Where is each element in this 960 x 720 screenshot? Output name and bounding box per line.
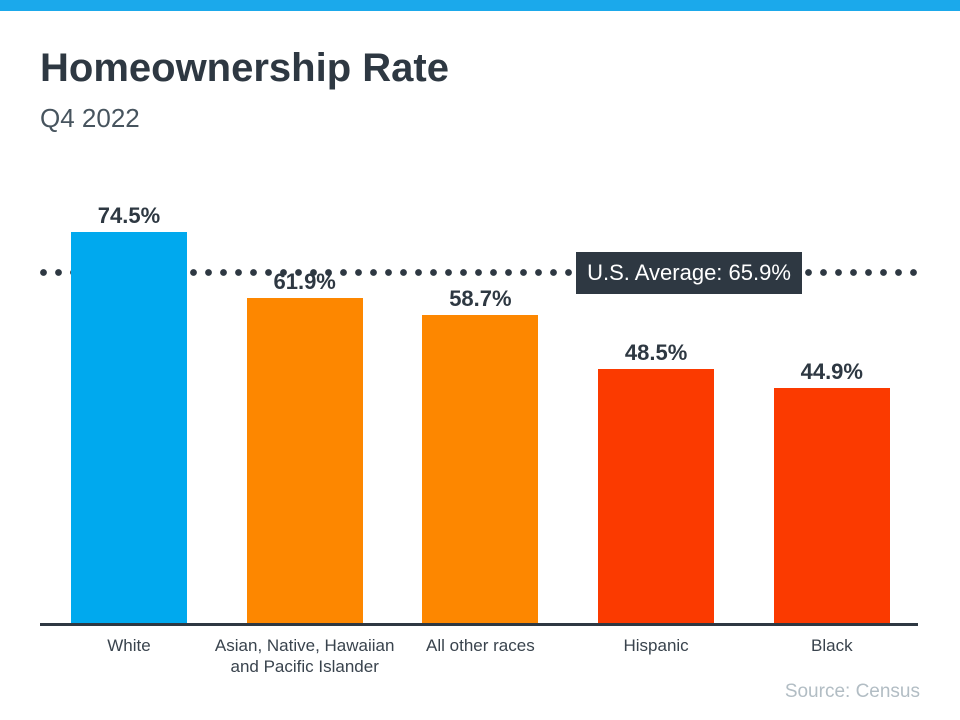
bar-black (773, 388, 890, 625)
bar-all-other-races (422, 315, 539, 625)
tick-label-hispanic: Hispanic (623, 636, 689, 655)
bar-value-asian-native-hawaiian-and-pacific-islander: 61.9% (273, 269, 336, 294)
tick-label-all-other-races: All other races (426, 636, 535, 655)
average-label: U.S. Average: 65.9% (587, 260, 791, 285)
bar-white (71, 232, 187, 625)
bar-value-hispanic: 48.5% (624, 340, 688, 365)
bar-hispanic (598, 369, 715, 625)
page-subtitle: Q4 2022 (40, 103, 140, 133)
bar-value-all-other-races: 58.7% (449, 286, 512, 311)
bar-value-white: 74.5% (97, 203, 161, 228)
page-title: Homeownership Rate (40, 46, 449, 90)
source-credit: Source: Census (784, 681, 920, 702)
top-accent-strip (0, 0, 960, 11)
x-axis-line (40, 623, 918, 626)
tick-label-black: Black (811, 636, 853, 655)
average-reference-dotted-line (40, 269, 925, 276)
bar-asian-native-hawaiian-and-pacific-islander (246, 298, 363, 625)
average-label-box: U.S. Average: 65.9% (576, 252, 802, 294)
tick-label-asian-native-hawaiian-and-pacific-islander: Asian, Native, Hawaiian and Pacific Isla… (214, 636, 395, 676)
tick-label-white: White (107, 636, 151, 655)
bar-value-black: 44.9% (800, 359, 863, 384)
